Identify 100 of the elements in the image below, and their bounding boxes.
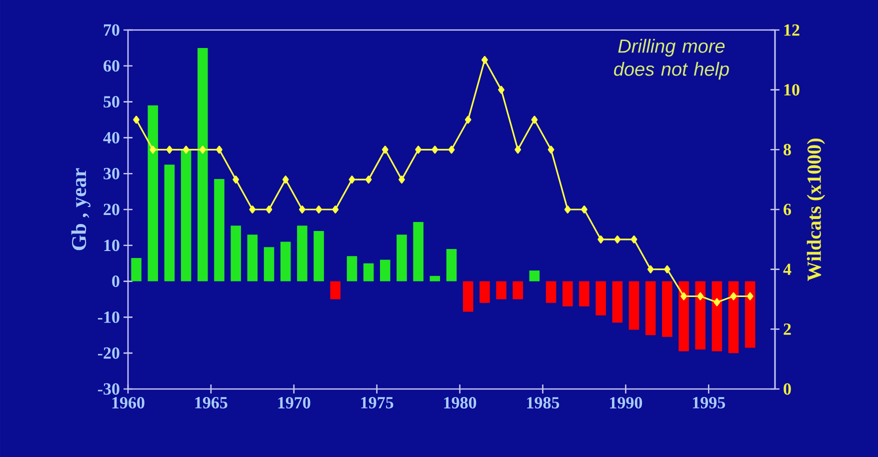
point: [348, 176, 356, 184]
point: [166, 146, 173, 154]
point: [464, 116, 472, 124]
bar: [579, 281, 590, 306]
point: [564, 205, 571, 214]
x-tick-label: 1975: [361, 397, 394, 408]
point: [730, 292, 737, 300]
bar: [512, 281, 524, 300]
bar: [546, 281, 556, 303]
bar: [363, 263, 374, 282]
point: [266, 205, 272, 214]
point: [299, 205, 306, 214]
y2-tick-label: 12: [784, 24, 800, 36]
point: [614, 235, 621, 244]
point: [398, 176, 405, 184]
bar: [198, 48, 208, 282]
point: [249, 205, 256, 214]
bar: [678, 281, 689, 352]
y-tick-label: -20: [98, 347, 120, 359]
y-tick-label: 50: [104, 96, 120, 108]
x-tick-label: 1960: [112, 397, 144, 408]
bar: [496, 281, 506, 300]
bar: [264, 247, 274, 282]
bar: [346, 256, 358, 282]
point: [680, 292, 687, 300]
point: [514, 146, 522, 154]
bar: [628, 281, 640, 330]
y-tick-label: 10: [104, 240, 120, 252]
y-tick-label: -10: [98, 311, 120, 323]
y-tick-label: 40: [103, 132, 120, 144]
y-axis-title: Gb , year: [71, 168, 90, 250]
y-tick-label: 20: [104, 204, 120, 216]
point: [365, 176, 372, 184]
point: [746, 292, 754, 300]
point: [498, 86, 504, 94]
point: [714, 298, 720, 306]
bar: [446, 248, 457, 282]
annotation: Drilling more does not help: [614, 38, 729, 80]
point: [664, 265, 670, 274]
bar: [712, 281, 722, 352]
y2-tick-label: 8: [784, 144, 791, 156]
point: [216, 146, 222, 154]
y2-axis-title: Wildcats (x1000): [806, 138, 826, 281]
bar: [214, 178, 224, 282]
y-tick-label: 60: [104, 60, 120, 72]
y-tick-label: 30: [104, 168, 120, 180]
point: [199, 146, 206, 154]
y2-tick-label: 0: [784, 383, 791, 395]
point: [647, 265, 654, 274]
point: [232, 176, 240, 184]
point: [316, 205, 322, 214]
y2-tick-label: 10: [784, 84, 800, 96]
point: [182, 146, 190, 154]
x-tick-label: 1990: [610, 397, 642, 408]
y-tick-label: 70: [104, 24, 120, 36]
point: [415, 146, 422, 154]
point: [531, 116, 538, 124]
bar: [612, 281, 623, 323]
point: [382, 146, 388, 154]
point: [150, 146, 156, 154]
point: [332, 205, 339, 214]
point: [548, 146, 554, 154]
bar: [280, 242, 291, 282]
bar: [662, 281, 672, 337]
bar: [430, 276, 440, 282]
y2-tick-label: 2: [784, 324, 791, 335]
point: [697, 292, 704, 300]
bar: [380, 260, 390, 282]
bar: [462, 281, 474, 312]
bar: [297, 226, 308, 282]
bar: [529, 270, 540, 282]
y2-tick-label: 6: [784, 204, 792, 216]
x-tick-label: 1985: [527, 397, 560, 408]
x-tick-label: 1965: [195, 397, 228, 408]
bar: [413, 222, 424, 282]
bar: [148, 105, 158, 282]
y-tick-label: 0: [112, 276, 120, 288]
point: [630, 235, 638, 244]
bar: [230, 226, 241, 282]
bar: [314, 231, 324, 282]
bar: [695, 281, 706, 350]
bar: [562, 281, 573, 306]
bar: [247, 234, 258, 282]
bar: [396, 234, 407, 282]
point: [598, 235, 604, 244]
bar: [728, 281, 739, 354]
y2-tick-label: 4: [783, 264, 792, 275]
bar: [164, 164, 175, 282]
point: [581, 205, 588, 214]
bar: [744, 281, 756, 348]
x-tick-label: 1995: [693, 397, 726, 408]
point: [282, 176, 289, 184]
point: [133, 116, 140, 124]
point: [481, 56, 488, 64]
y-tick-label: -30: [98, 383, 120, 395]
point: [432, 146, 438, 154]
x-tick-label: 1980: [444, 397, 476, 408]
bar: [480, 281, 490, 303]
point: [448, 146, 455, 154]
bar: [645, 281, 656, 336]
